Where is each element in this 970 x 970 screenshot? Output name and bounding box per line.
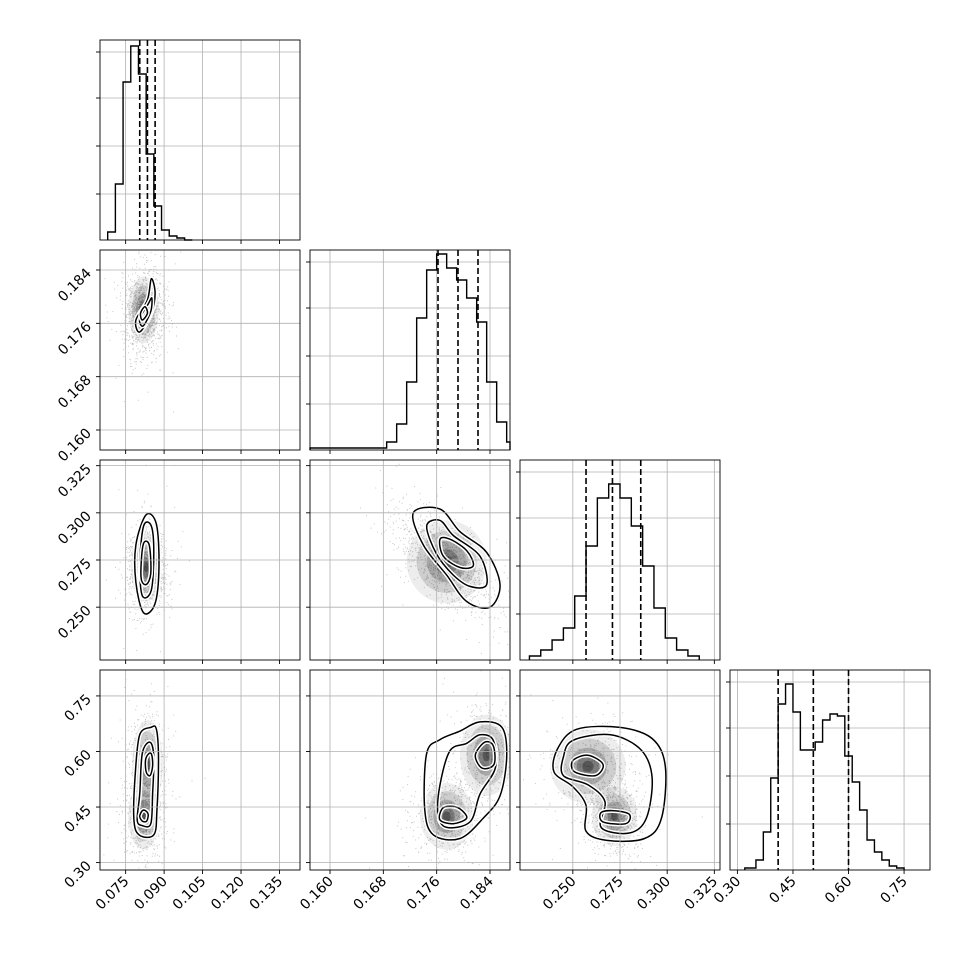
y-tick-label: 0.176 (55, 319, 95, 359)
x-tick-label: 0.30 (711, 874, 744, 907)
pair-plot-area (364, 670, 510, 870)
contour-line (140, 540, 152, 586)
pair-panel-1-0: 0.160 0.168 0.176 0.184 (55, 249, 301, 466)
contour-line (138, 809, 149, 823)
pair-0-frame (99, 249, 301, 451)
density-shade (610, 811, 618, 821)
hist-step-line (528, 483, 700, 660)
contour-line (423, 720, 508, 841)
y-tick-label: 0.184 (55, 265, 95, 305)
pair-plot-area (523, 694, 703, 870)
contour-line (144, 752, 154, 777)
x-tick-label: 0.160 (297, 874, 337, 914)
y-tick-label: 0.60 (61, 747, 94, 780)
density-shade (141, 557, 151, 578)
pair-panel-3-2: 0.250 0.275 0.300 0.325 (516, 669, 721, 914)
contour-line (134, 512, 160, 615)
density-shade (143, 562, 149, 573)
x-tick-label: 0.184 (457, 873, 497, 913)
y-tick-label: 0.45 (61, 803, 94, 836)
contour-line (438, 805, 468, 825)
y-tick-label: 0.168 (55, 372, 95, 412)
hist-panel-3: 0.30 0.45 0.60 0.75 (711, 669, 931, 907)
y-tick-label: 0.300 (55, 508, 95, 548)
pair-plot-area (105, 464, 190, 653)
y-tick-label: 0.75 (61, 691, 94, 724)
contour-line (132, 725, 160, 839)
pair-panel-3-1: 0.160 0.168 0.176 0.184 (297, 669, 511, 914)
contour-line (599, 809, 631, 825)
contour-line (474, 740, 496, 770)
hist-panel-1 (306, 249, 511, 454)
hist-step-line (309, 253, 511, 450)
x-tick-label: 0.168 (350, 874, 390, 914)
x-tick-label: 0.60 (822, 874, 855, 907)
x-tick-label: 0.275 (587, 874, 627, 914)
contour-line (139, 305, 149, 321)
hist-2-frame (519, 459, 721, 661)
pair-2-frame (309, 459, 511, 661)
y-tick-label: 0.250 (55, 603, 95, 643)
hist-1-frame (309, 249, 511, 451)
hist-panel-2 (516, 459, 721, 664)
pair-plot-area (360, 463, 510, 654)
contour-line (438, 536, 475, 570)
y-tick-label: 0.275 (55, 556, 95, 596)
pair-panel-2-1 (306, 459, 511, 664)
x-tick-label: 0.120 (208, 874, 248, 914)
pair-1-frame (99, 459, 301, 661)
pair-4-frame (309, 669, 511, 871)
density-shade (442, 811, 451, 822)
pair-plot-area (103, 670, 206, 869)
density-shade (582, 760, 594, 772)
density-shade (478, 742, 495, 768)
contour-line (560, 733, 654, 835)
pair-3-frame (99, 669, 301, 871)
y-tick-label: 0.325 (55, 461, 95, 501)
y-tick-label: 0.160 (55, 426, 95, 466)
x-tick-label: 0.45 (766, 874, 799, 907)
x-tick-label: 0.075 (93, 874, 133, 914)
pair-panel-2-0: 0.250 0.275 0.300 0.325 (55, 459, 301, 664)
y-tick-label: 0.30 (61, 858, 94, 891)
hist-0-frame (99, 39, 301, 241)
hist-step-line (106, 45, 193, 241)
density-shade (576, 755, 600, 778)
x-tick-label: 0.135 (247, 874, 287, 914)
x-tick-label: 0.250 (540, 874, 580, 914)
scatter-points (364, 670, 510, 870)
pair-5-frame (519, 669, 721, 871)
pair-plot-area (104, 250, 182, 413)
x-tick-label: 0.090 (131, 874, 171, 914)
x-tick-label: 0.75 (878, 874, 911, 907)
hist-panel-0 (96, 39, 301, 244)
contour-line (570, 754, 604, 777)
contour-line (425, 519, 488, 589)
hist-step-line (744, 683, 905, 870)
density-shade (482, 749, 491, 762)
x-tick-label: 0.105 (170, 874, 210, 914)
hist-3-frame (729, 669, 931, 871)
x-tick-label: 0.176 (404, 873, 444, 913)
density-shade (460, 714, 510, 796)
x-tick-label: 0.300 (634, 874, 674, 914)
